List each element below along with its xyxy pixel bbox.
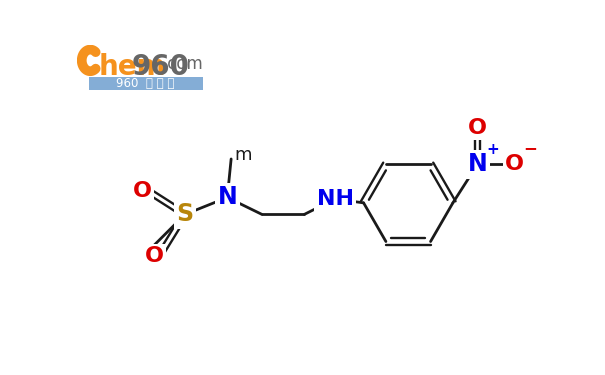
Text: .com: .com — [163, 55, 203, 73]
Text: m: m — [234, 146, 252, 164]
FancyBboxPatch shape — [89, 77, 203, 90]
Text: hem: hem — [99, 53, 166, 81]
Text: S: S — [177, 202, 194, 226]
Text: O: O — [505, 154, 524, 174]
Text: −: − — [523, 140, 537, 158]
Text: O: O — [133, 181, 152, 201]
Text: O: O — [468, 118, 487, 138]
Text: N: N — [468, 152, 488, 176]
Text: NH: NH — [316, 189, 353, 209]
Text: 960: 960 — [132, 53, 190, 81]
Text: +: + — [486, 142, 499, 158]
Text: O: O — [145, 246, 163, 266]
Text: N: N — [217, 186, 237, 210]
Text: 960  化 工 网: 960 化 工 网 — [117, 77, 175, 90]
